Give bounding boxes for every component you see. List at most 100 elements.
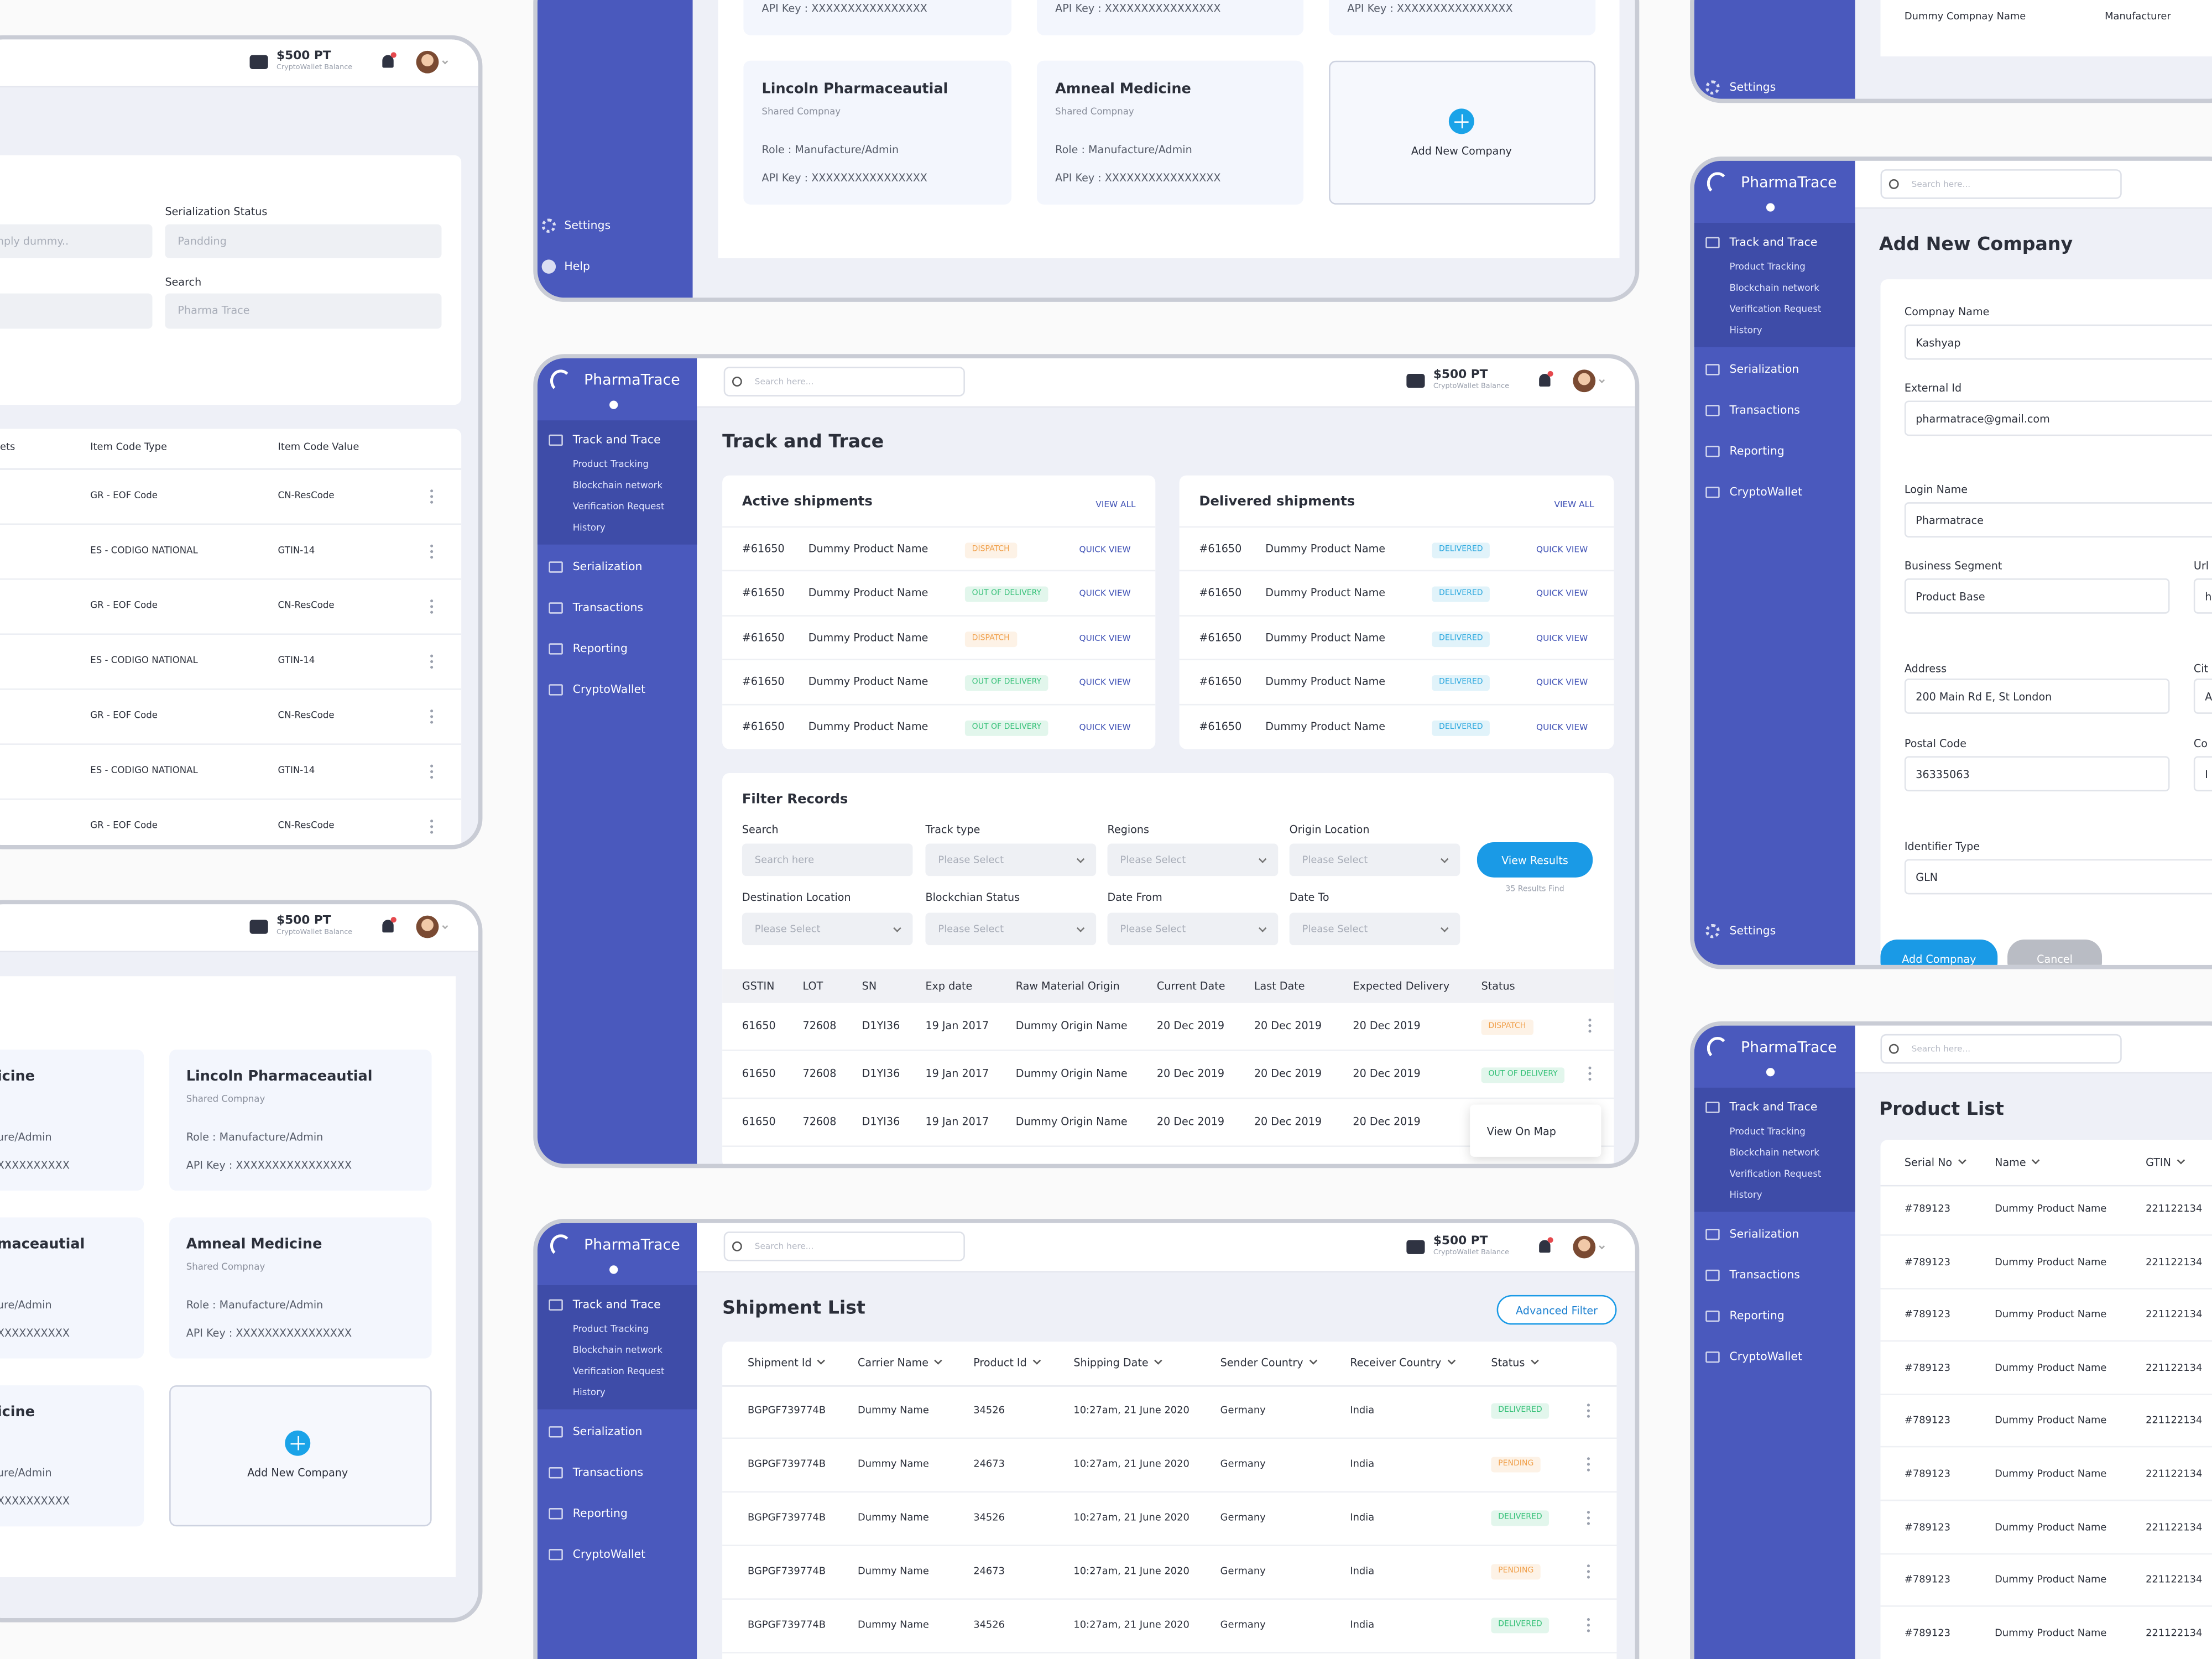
bell-icon[interactable] [1539,374,1551,387]
quick-view-link[interactable]: QUICK VIEW [1079,588,1131,599]
nav-item[interactable]: Settings [1729,80,1776,93]
nav-item[interactable]: Track and Trace [1729,1100,1818,1114]
company-card[interactable] [743,60,1012,205]
nav-subitem[interactable]: Product Tracking [1729,1125,1806,1138]
nav-item[interactable]: CryptoWallet [572,683,646,696]
popup-option[interactable]: View On Map [1486,1125,1556,1138]
nav-item[interactable]: Reporting [572,1507,628,1520]
select[interactable] [925,912,1097,946]
company-card[interactable] [0,1217,144,1359]
input[interactable] [165,293,442,329]
nav-subitem[interactable]: Blockchain network [1729,282,1819,294]
nav-subitem[interactable]: Verification Request [572,1365,665,1378]
input[interactable] [1904,679,2170,714]
avatar[interactable] [416,50,439,74]
nav-item[interactable]: Serialization [572,560,643,573]
quick-view-link[interactable]: QUICK VIEW [1079,634,1131,644]
quick-view-link[interactable]: QUICK VIEW [1079,723,1131,733]
submit-button[interactable] [1880,939,1998,965]
nav-item[interactable]: Transactions [572,1466,644,1479]
advanced-filter-button[interactable] [1496,1295,1617,1325]
quick-view-link[interactable]: QUICK VIEW [1536,545,1588,555]
avatar[interactable] [1573,369,1596,393]
bell-icon[interactable] [1539,1240,1551,1253]
select[interactable] [1107,843,1279,877]
collapse-button[interactable] [1766,203,1775,212]
nav-item[interactable]: Settings [1729,924,1776,937]
nav-subitem[interactable]: Verification Request [572,500,665,513]
company-card[interactable] [1037,60,1304,205]
quick-view-link[interactable]: QUICK VIEW [1536,634,1588,644]
select[interactable] [1289,912,1460,946]
cancel-button[interactable] [2007,939,2103,965]
input[interactable] [1904,324,2212,360]
nav-subitem[interactable]: History [572,522,606,534]
nav-subitem[interactable]: Verification Request [1729,1168,1822,1180]
search-box[interactable] [723,1232,965,1261]
nav-item[interactable]: Transactions [572,601,644,614]
input[interactable] [0,293,153,329]
nav-item[interactable]: Reporting [1729,445,1785,458]
view-all-link[interactable]: VIEW ALL [1554,500,1594,510]
nav-subitem[interactable]: History [1729,1189,1762,1201]
quick-view-link[interactable]: QUICK VIEW [1536,588,1588,599]
nav-item[interactable]: Serialization [1729,363,1799,376]
nav-item[interactable]: Transactions [1729,404,1800,417]
nav-subitem[interactable]: Product Tracking [572,1323,649,1335]
search-box[interactable] [723,367,965,397]
nav-item[interactable]: Help [564,259,590,273]
select[interactable] [1107,912,1279,946]
nav-subitem[interactable]: Product Tracking [1729,261,1806,273]
nav-item[interactable]: Settings [564,218,611,232]
nav-item[interactable]: CryptoWallet [572,1547,646,1561]
nav-item[interactable]: Track and Trace [1729,236,1818,249]
quick-view-link[interactable]: QUICK VIEW [1079,545,1131,555]
select[interactable] [1289,843,1460,877]
bell-icon[interactable] [382,55,394,68]
nav-subitem[interactable]: Blockchain network [1729,1147,1819,1159]
nav-subitem[interactable]: Verification Request [1729,303,1822,315]
input[interactable] [1904,400,2212,436]
search-box[interactable] [1880,169,2122,199]
view-results-button[interactable] [1477,842,1593,878]
select[interactable] [925,843,1097,877]
nav-item[interactable]: Serialization [1729,1227,1799,1240]
avatar[interactable] [1573,1235,1596,1259]
nav-subitem[interactable]: Product Tracking [572,458,649,470]
input[interactable] [0,224,153,258]
input[interactable] [1904,502,2212,538]
search-box[interactable] [1880,1034,2122,1064]
quick-view-link[interactable]: QUICK VIEW [1079,677,1131,688]
collapse-button[interactable] [609,1265,618,1274]
nav-item[interactable]: Track and Trace [572,1298,661,1311]
input[interactable] [2193,756,2212,792]
input[interactable] [165,224,442,258]
nav-item[interactable]: Track and Trace [572,433,661,446]
input[interactable] [2193,679,2212,714]
avatar[interactable] [416,915,439,938]
quick-view-link[interactable]: QUICK VIEW [1536,677,1588,688]
input[interactable] [1904,756,2170,792]
map-popup[interactable] [1470,1104,1601,1157]
input[interactable] [742,843,913,877]
nav-subitem[interactable]: Blockchain network [572,1344,663,1356]
nav-item[interactable]: Serialization [572,1425,643,1438]
input[interactable] [2193,578,2212,614]
add-company-card[interactable] [169,1385,432,1527]
company-card[interactable] [0,1049,144,1191]
view-all-link[interactable]: VIEW ALL [1095,500,1136,510]
nav-item[interactable]: Transactions [1729,1268,1800,1281]
nav-subitem[interactable]: History [572,1386,606,1399]
nav-subitem[interactable]: History [1729,324,1762,336]
nav-item[interactable]: Reporting [572,642,628,655]
input[interactable] [1904,578,2170,614]
nav-item[interactable]: CryptoWallet [1729,486,1803,499]
input[interactable] [1904,859,2212,895]
company-card[interactable] [169,1217,432,1359]
select[interactable] [742,912,913,946]
collapse-button[interactable] [1766,1068,1775,1077]
nav-subitem[interactable]: Blockchain network [572,479,663,492]
company-card[interactable] [0,1385,144,1527]
collapse-button[interactable] [609,400,618,409]
bell-icon[interactable] [382,920,394,933]
